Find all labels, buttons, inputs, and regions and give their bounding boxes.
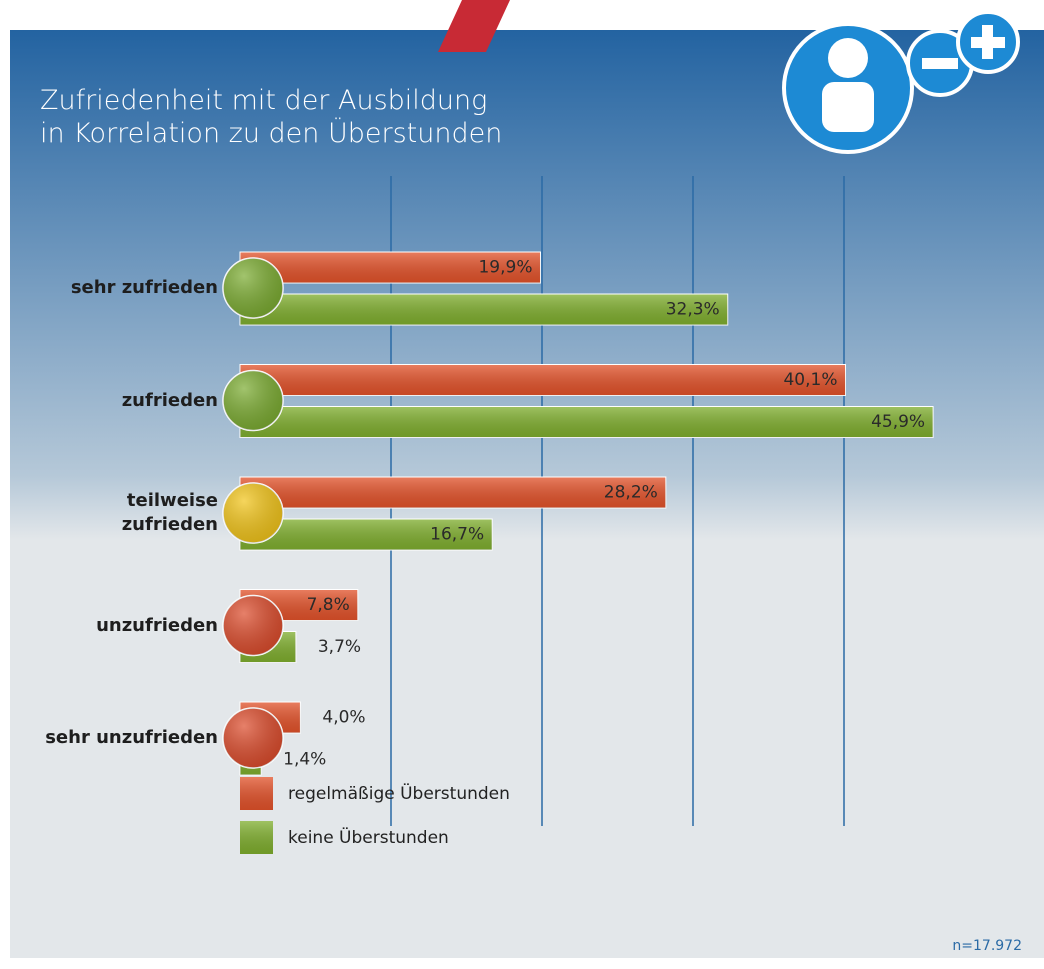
category-label: sehr zufrieden — [70, 277, 218, 298]
marker-shade — [223, 708, 283, 768]
bar-shade — [240, 477, 666, 508]
value-label: 40,1% — [783, 370, 837, 390]
note: n=17.972 — [952, 938, 1022, 954]
icon — [782, 10, 1020, 154]
value-label: 19,9% — [478, 258, 532, 278]
bar-shade — [240, 252, 541, 283]
value-label: 7,8% — [307, 595, 350, 615]
chart-title: Zufriedenheit mit der Ausbildung in Korr… — [40, 85, 503, 149]
legend-swatch-shade — [240, 777, 273, 810]
value-label: 45,9% — [871, 412, 925, 432]
legend-swatch-shade — [240, 821, 273, 854]
bar-shade — [240, 406, 934, 438]
category-label: teilweise zufrieden — [121, 490, 218, 535]
header-strip — [0, 0, 1044, 30]
bar-shade — [240, 364, 846, 396]
category-label: unzufrieden — [96, 614, 218, 636]
marker-shade — [223, 483, 283, 543]
value-label: 28,2% — [604, 483, 658, 503]
value-label: 16,7% — [430, 525, 484, 545]
value-label: 32,3% — [666, 300, 720, 320]
value-label: 1,4% — [283, 750, 326, 770]
value-label: 4,0% — [322, 708, 365, 728]
bar-shade — [240, 294, 728, 325]
category-label: sehr unzufrieden — [45, 727, 218, 748]
legend-label: regelmäßige Überstunden — [288, 782, 510, 804]
accent — [438, 0, 510, 52]
legend-label: keine Überstunden — [288, 826, 449, 848]
value-label: 3,7% — [318, 637, 361, 657]
marker-shade — [223, 595, 283, 656]
bar-shade — [240, 519, 493, 550]
marker-shade — [223, 258, 283, 318]
marker-shade — [223, 370, 283, 431]
category-label: zufrieden — [121, 389, 218, 411]
